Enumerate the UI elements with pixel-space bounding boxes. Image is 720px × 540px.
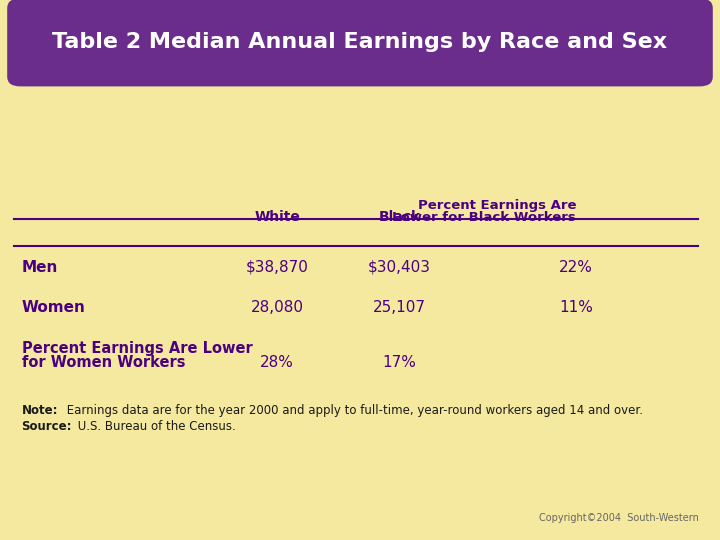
Text: $30,403: $30,403 xyxy=(368,260,431,275)
Text: U.S. Bureau of the Census.: U.S. Bureau of the Census. xyxy=(74,420,236,433)
Text: Note:: Note: xyxy=(22,404,58,417)
Text: Women: Women xyxy=(22,300,86,315)
Text: 28%: 28% xyxy=(260,355,294,370)
Text: Lower for Black Workers: Lower for Black Workers xyxy=(392,211,576,224)
Text: White: White xyxy=(254,210,300,224)
Text: Earnings data are for the year 2000 and apply to full-time, year-round workers a: Earnings data are for the year 2000 and … xyxy=(63,404,643,417)
Text: Source:: Source: xyxy=(22,420,72,433)
Text: for Women Workers: for Women Workers xyxy=(22,355,185,370)
Text: Percent Earnings Are Lower: Percent Earnings Are Lower xyxy=(22,341,252,356)
Text: Men: Men xyxy=(22,260,58,275)
Text: $38,870: $38,870 xyxy=(246,260,309,275)
Text: 11%: 11% xyxy=(559,300,593,315)
Text: Percent Earnings Are: Percent Earnings Are xyxy=(418,199,576,212)
Text: Copyright©2004  South-Western: Copyright©2004 South-Western xyxy=(539,514,698,523)
Text: 22%: 22% xyxy=(559,260,593,275)
Text: 25,107: 25,107 xyxy=(373,300,426,315)
Text: Table 2 Median Annual Earnings by Race and Sex: Table 2 Median Annual Earnings by Race a… xyxy=(53,32,667,52)
Text: Black: Black xyxy=(379,210,420,224)
FancyBboxPatch shape xyxy=(7,0,713,86)
Text: 17%: 17% xyxy=(382,355,417,370)
Text: 28,080: 28,080 xyxy=(251,300,304,315)
